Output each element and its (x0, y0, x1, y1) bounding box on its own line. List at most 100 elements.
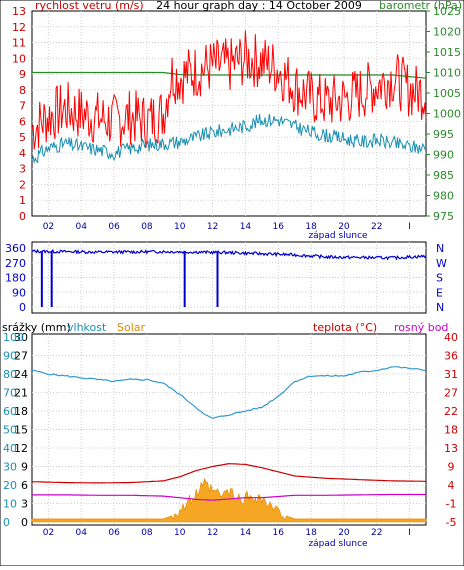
temperature-line (31, 462, 426, 484)
chart-title: 24 hour graph day : 14 October 2009 (156, 0, 362, 12)
compass-label: N (436, 301, 444, 314)
temperature-tick-label: -5 (446, 516, 457, 529)
rain-tick-label: 21 (14, 387, 28, 400)
humidity-label: vlhkost (67, 321, 107, 334)
compass-label: N (436, 242, 444, 255)
x-tick-label: 22 (371, 528, 382, 538)
x-tick-label: 18 (305, 528, 317, 538)
pressure-tick-label: 975 (433, 210, 454, 223)
humidity-tick-label: 60 (3, 405, 17, 418)
temperature-tick-label: 13 (444, 442, 458, 455)
x-tick-label: 22 (371, 222, 382, 232)
rain-tick-label: 12 (14, 442, 28, 455)
temperature-tick-label: 31 (444, 368, 458, 381)
rain-tick-label: 9 (21, 461, 28, 474)
wind-tick-label: 3 (19, 163, 26, 176)
x-tick-label: 14 (240, 528, 252, 538)
wind-plot-area (31, 10, 427, 217)
x-tick-label: 20 (338, 222, 350, 232)
rain-tick-label: 3 (21, 498, 28, 511)
wind-direction-line (31, 248, 427, 261)
sunset-label-bottom: západ slunce (308, 539, 368, 549)
direction-series (31, 248, 427, 307)
wind-tick-label: 12 (12, 21, 26, 34)
humidity-ticks: 0 10 20 30 40 50 60 70 80 90 100 (3, 331, 24, 529)
x-tick-label: I (408, 222, 411, 232)
wind-tick-label: 2 (19, 178, 26, 191)
wind-gust-line (31, 30, 427, 150)
x-tick-label: 04 (76, 222, 88, 232)
humidity-line (31, 366, 427, 420)
direction-tick-label: 0 (19, 301, 26, 314)
wind-tick-label: 6 (19, 115, 26, 128)
rain-tick-label: 24 (14, 368, 28, 381)
temperature-ticks: -5 -1 4 9 13 18 22 27 31 36 40 (444, 331, 458, 529)
wind-tick-label: 13 (12, 5, 26, 18)
wind-tick-label: 8 (19, 84, 26, 97)
pressure-tick-label: 985 (433, 169, 454, 182)
sunset-label: západ slunce (308, 231, 368, 241)
wind-average-line (31, 113, 427, 164)
direction-tick-label: 90 (12, 286, 26, 299)
x-tick-label: 20 (338, 528, 350, 538)
wind-tick-label: 10 (12, 52, 26, 65)
pressure-tick-label: 990 (433, 149, 454, 162)
x-tick-label: I (408, 528, 411, 538)
wind-tick-label: 7 (19, 100, 26, 113)
wind-series (31, 30, 427, 164)
temperature-label: teplota (°C) (313, 321, 377, 334)
humidity-tick-label: 80 (3, 368, 17, 381)
temperature-tick-label: -1 (446, 498, 457, 511)
humidity-tick-label: 50 (3, 424, 17, 437)
rain-tick-label: 6 (21, 479, 28, 492)
wind-tick-label: 9 (19, 68, 26, 81)
pressure-tick-label: 1010 (433, 67, 461, 80)
rain-tick-label: 30 (14, 331, 28, 344)
temperature-tick-label: 40 (444, 331, 458, 344)
x-tick-label: 04 (76, 528, 88, 538)
x-tick-label: 10 (174, 528, 186, 538)
x-tick-label: 12 (207, 528, 218, 538)
compass-label: E (436, 286, 443, 299)
temp-series (31, 366, 427, 523)
humidity-tick-label: 30 (3, 461, 17, 474)
pressure-axis-label: barometr (hPa) (379, 0, 462, 12)
wind-tick-label: 5 (19, 131, 26, 144)
pressure-tick-label: 1005 (433, 87, 461, 100)
humidity-tick-label: 0 (3, 516, 10, 529)
rain-label: srážky (mm) (2, 321, 71, 334)
wind-x-ticks: 02 04 06 08 10 12 14 16 18 20 22 I (43, 222, 411, 232)
x-tick-label: 18 (305, 222, 317, 232)
x-tick-label: 02 (43, 222, 54, 232)
humidity-tick-label: 70 (3, 387, 17, 400)
x-tick-label: 06 (108, 222, 120, 232)
temperature-tick-label: 36 (444, 350, 458, 363)
humidity-tick-label: 90 (3, 350, 17, 363)
solar-area (31, 477, 427, 523)
pressure-tick-label: 980 (433, 190, 454, 203)
pressure-right-ticks: 975 980 985 990 995 1000 1005 1010 1015 1020 1025 (426, 5, 461, 223)
wind-tick-label: 4 (19, 147, 26, 160)
dewpoint-label: rosný bod (394, 321, 448, 334)
rain-ticks: 0 3 6 9 12 15 18 21 24 27 30 (14, 331, 28, 529)
wind-tick-label: 11 (12, 37, 26, 50)
wind-tick-label: 1 (19, 194, 26, 207)
temperature-tick-label: 4 (448, 479, 455, 492)
x-tick-label: 12 (207, 222, 218, 232)
temp-plot-area (31, 333, 427, 526)
x-tick-label: 10 (174, 222, 186, 232)
compass-label: S (436, 272, 443, 285)
humidity-tick-label: 10 (3, 498, 17, 511)
direction-plot-area (31, 241, 427, 314)
pressure-tick-label: 1020 (433, 26, 461, 39)
humidity-tick-label: 40 (3, 442, 17, 455)
direction-tick-label: 270 (5, 257, 26, 270)
humidity-tick-label: 100 (3, 331, 24, 344)
temperature-tick-label: 22 (444, 405, 458, 418)
